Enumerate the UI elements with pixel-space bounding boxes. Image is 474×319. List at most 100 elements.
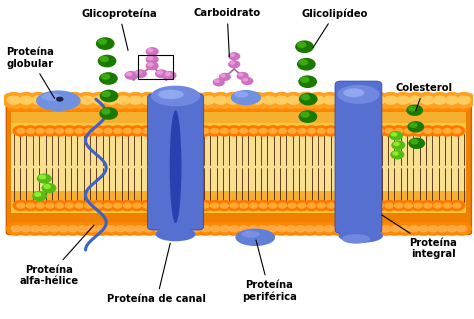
Circle shape xyxy=(410,139,419,145)
Circle shape xyxy=(380,100,392,109)
Circle shape xyxy=(422,97,444,112)
Circle shape xyxy=(352,225,363,233)
Circle shape xyxy=(74,128,84,134)
Circle shape xyxy=(322,125,339,137)
Ellipse shape xyxy=(41,93,61,101)
Circle shape xyxy=(268,128,277,134)
Circle shape xyxy=(317,128,326,134)
Circle shape xyxy=(443,202,452,209)
Circle shape xyxy=(103,202,113,209)
Circle shape xyxy=(51,200,68,211)
Circle shape xyxy=(119,200,136,211)
Circle shape xyxy=(34,97,55,112)
Circle shape xyxy=(189,95,203,105)
Circle shape xyxy=(45,202,55,209)
Circle shape xyxy=(200,202,210,209)
Circle shape xyxy=(81,97,103,112)
Circle shape xyxy=(328,97,349,112)
Circle shape xyxy=(100,125,117,137)
Circle shape xyxy=(71,200,87,211)
Circle shape xyxy=(146,55,159,64)
Circle shape xyxy=(67,225,79,233)
Circle shape xyxy=(100,200,117,211)
Circle shape xyxy=(86,225,98,233)
Circle shape xyxy=(342,125,359,137)
Circle shape xyxy=(451,97,473,112)
Circle shape xyxy=(138,97,160,112)
Circle shape xyxy=(442,222,463,236)
Circle shape xyxy=(213,78,225,86)
Circle shape xyxy=(125,71,137,80)
Circle shape xyxy=(172,225,183,233)
Circle shape xyxy=(394,128,403,134)
Circle shape xyxy=(287,202,297,209)
Circle shape xyxy=(147,48,154,52)
Circle shape xyxy=(26,92,50,108)
Circle shape xyxy=(99,72,118,85)
Circle shape xyxy=(437,225,448,233)
Circle shape xyxy=(56,97,64,102)
Circle shape xyxy=(51,125,68,137)
Circle shape xyxy=(219,202,229,209)
Circle shape xyxy=(330,92,355,108)
Circle shape xyxy=(229,202,239,209)
Circle shape xyxy=(400,125,417,137)
Circle shape xyxy=(252,222,273,236)
Circle shape xyxy=(351,100,364,109)
Circle shape xyxy=(87,92,111,108)
Circle shape xyxy=(100,90,118,102)
Circle shape xyxy=(418,225,429,233)
Circle shape xyxy=(346,128,355,134)
Circle shape xyxy=(366,222,387,236)
Circle shape xyxy=(204,97,226,112)
Ellipse shape xyxy=(342,234,370,244)
Circle shape xyxy=(238,225,249,233)
Circle shape xyxy=(123,128,132,134)
Circle shape xyxy=(5,97,27,112)
Circle shape xyxy=(181,100,193,109)
Circle shape xyxy=(91,97,112,112)
Circle shape xyxy=(249,128,258,134)
Circle shape xyxy=(206,200,223,211)
Circle shape xyxy=(346,97,368,112)
Circle shape xyxy=(101,91,111,97)
Circle shape xyxy=(197,200,213,211)
Circle shape xyxy=(394,97,416,112)
Circle shape xyxy=(342,225,354,233)
Circle shape xyxy=(441,97,463,112)
Circle shape xyxy=(319,222,339,236)
Circle shape xyxy=(216,125,233,137)
Circle shape xyxy=(456,225,467,233)
Circle shape xyxy=(184,92,209,108)
Circle shape xyxy=(113,128,122,134)
Circle shape xyxy=(114,100,127,109)
Text: Proteína
alfa-hélice: Proteína alfa-hélice xyxy=(19,225,94,286)
Circle shape xyxy=(148,200,165,211)
Circle shape xyxy=(55,95,70,105)
Circle shape xyxy=(448,125,465,137)
Circle shape xyxy=(34,192,41,197)
Circle shape xyxy=(128,200,146,211)
Circle shape xyxy=(200,100,212,109)
Circle shape xyxy=(262,95,276,105)
Circle shape xyxy=(10,225,22,233)
Circle shape xyxy=(94,128,103,134)
Circle shape xyxy=(214,95,228,105)
Circle shape xyxy=(138,200,155,211)
Circle shape xyxy=(309,97,330,112)
Circle shape xyxy=(166,97,188,112)
Circle shape xyxy=(295,225,306,233)
Circle shape xyxy=(80,125,97,137)
Circle shape xyxy=(303,200,320,211)
Circle shape xyxy=(245,92,269,108)
Circle shape xyxy=(258,202,268,209)
Bar xyxy=(11,123,466,134)
Circle shape xyxy=(237,72,249,80)
Circle shape xyxy=(148,125,165,137)
Circle shape xyxy=(403,97,425,112)
Circle shape xyxy=(167,200,184,211)
Circle shape xyxy=(323,100,335,109)
Circle shape xyxy=(72,97,93,112)
Circle shape xyxy=(274,95,289,105)
Circle shape xyxy=(226,200,243,211)
